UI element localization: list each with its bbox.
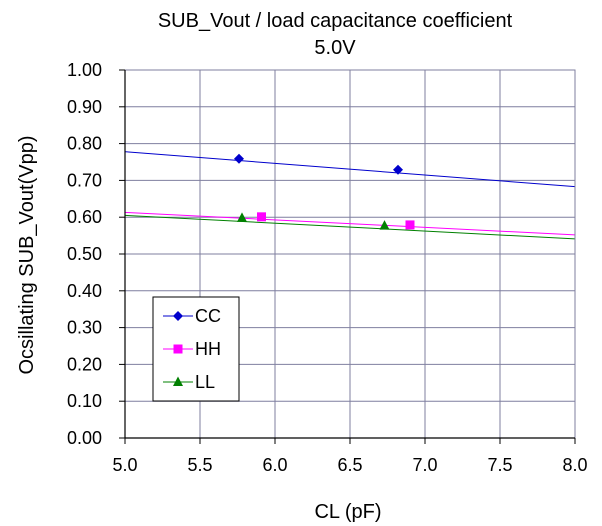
x-tick-label: 7.0 (412, 455, 437, 475)
legend-marker-hh (173, 344, 183, 354)
x-tick-label: 8.0 (562, 455, 587, 475)
chart-title: SUB_Vout / load capacitance coefficient (158, 10, 513, 32)
y-tick-label: 0.30 (67, 318, 102, 338)
y-tick-label: 0.80 (67, 134, 102, 154)
y-tick-label: 0.60 (67, 207, 102, 227)
y-tick-label: 0.90 (67, 97, 102, 117)
x-tick-label: 5.0 (112, 455, 137, 475)
data-point-hh (257, 212, 266, 222)
markers (234, 153, 415, 230)
x-axis-label: CL (pF) (314, 501, 381, 523)
legend-label-hh: HH (195, 339, 221, 359)
y-axis-label: Ocsillating SUB_Vout(Vpp) (16, 135, 38, 374)
chart-subtitle: 5.0V (314, 37, 356, 59)
y-tick-label: 0.70 (67, 170, 102, 190)
trendline-ll (124, 214, 576, 240)
legend-marker-cc (173, 311, 183, 321)
data-point-cc (234, 153, 244, 164)
y-tick-label: 0.00 (67, 428, 102, 448)
trendline-hh (124, 211, 576, 236)
x-tick-label: 6.5 (337, 455, 362, 475)
y-tick-label: 0.20 (67, 354, 102, 374)
data-point-cc (393, 164, 403, 175)
x-tick-label: 7.5 (487, 455, 512, 475)
data-point-ll (379, 220, 390, 230)
trendlines (124, 151, 576, 240)
x-tick-label: 6.0 (262, 455, 287, 475)
y-tick-label: 0.40 (67, 281, 102, 301)
y-tick-label: 0.50 (67, 244, 102, 264)
data-point-ll (237, 212, 247, 222)
legend: CC HH LL (152, 296, 240, 402)
legend-label-cc: CC (195, 306, 221, 326)
trendline-cc (124, 151, 576, 188)
legend-label-ll: LL (195, 372, 215, 392)
x-tick-label: 5.5 (187, 455, 212, 475)
legend-marker-ll (173, 376, 183, 386)
y-tick-label: 1.00 (67, 60, 102, 80)
tick-labels: 5.0 5.5 6.0 6.5 7.0 7.5 8.0 0.00 0.10 0.20 0.30 0.4… (67, 60, 588, 475)
data-point-hh (405, 220, 415, 230)
y-tick-label: 0.10 (67, 391, 102, 411)
